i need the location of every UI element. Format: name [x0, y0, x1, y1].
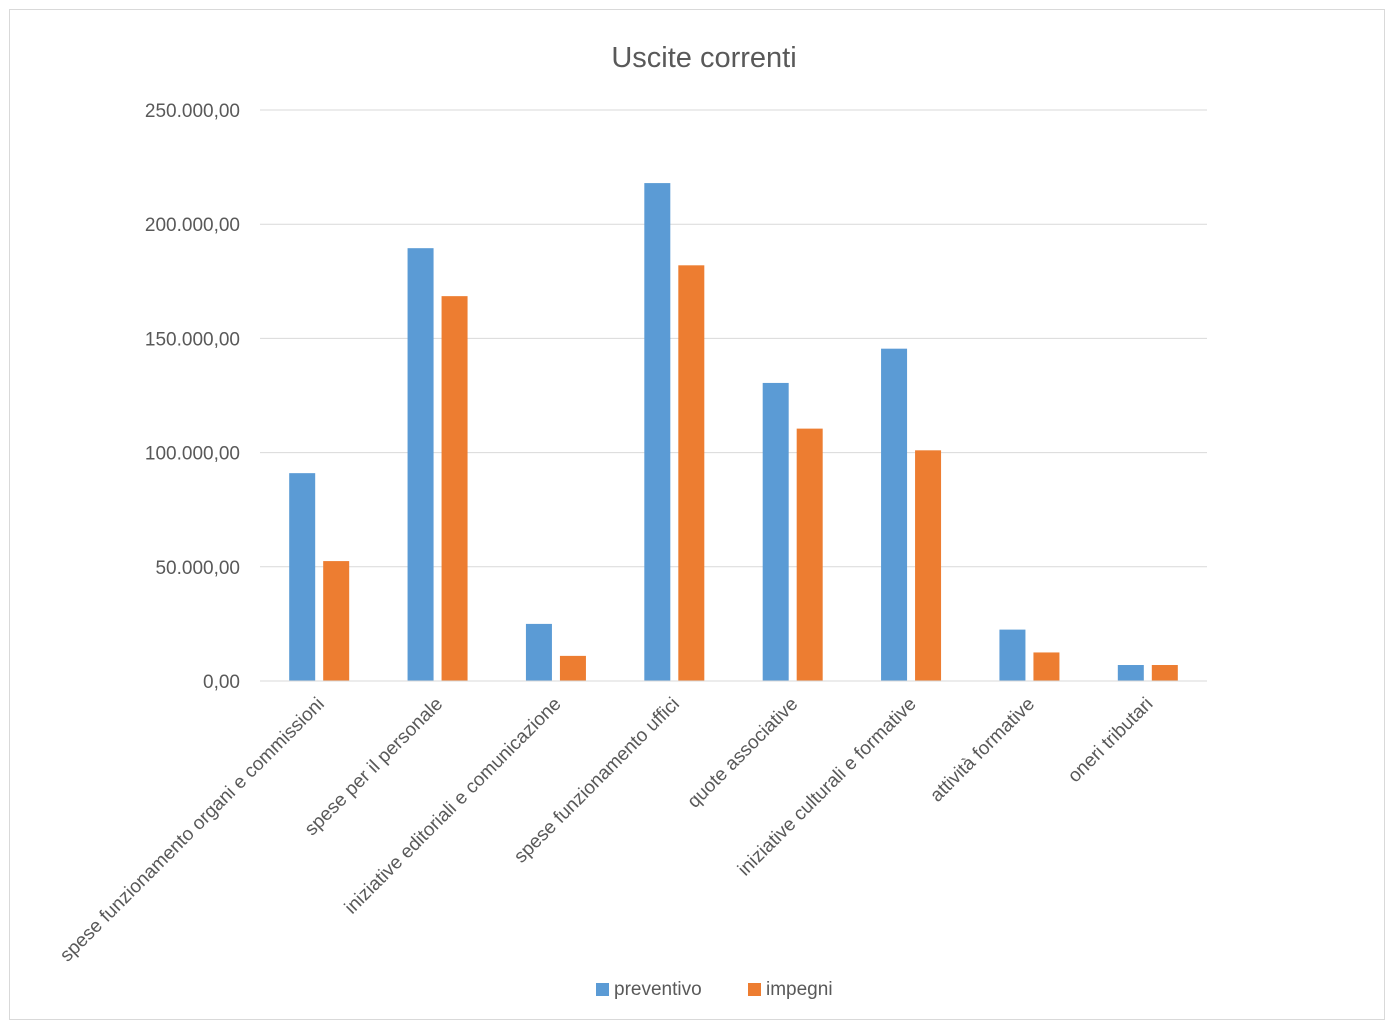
bar-impegni: [796, 428, 823, 681]
bar-impegni: [1151, 665, 1178, 681]
bar-preventivo: [525, 623, 552, 681]
y-tick-label: 250.000,00: [145, 101, 240, 122]
bar-preventivo: [407, 248, 434, 681]
y-tick-label: 200.000,00: [145, 215, 240, 236]
x-category-label: oneri tributari: [1064, 694, 1157, 787]
bar-preventivo: [881, 348, 908, 681]
bar-preventivo: [999, 629, 1026, 681]
bars: [289, 183, 1178, 681]
y-tick-label: 100.000,00: [145, 444, 240, 465]
y-tick-label: 50.000,00: [155, 558, 240, 579]
legend-swatch-impegni: [748, 983, 761, 996]
x-category-label: quote associative: [684, 694, 803, 813]
gridlines: [260, 109, 1207, 568]
chart-svg: Uscite correnti 0,00 50.000,00 100.000,00 1…: [56, 42, 1207, 1000]
legend-label: preventivo: [614, 979, 702, 1000]
bar-preventivo: [1117, 665, 1144, 681]
legend-swatch-preventivo: [596, 983, 609, 996]
bar-impegni: [559, 655, 586, 681]
bar-impegni: [915, 450, 942, 681]
bar-impegni: [678, 265, 705, 681]
x-category-label: spese funzionamento organi e commissioni: [56, 694, 328, 966]
y-tick-label: 0,00: [203, 672, 240, 693]
bar-preventivo: [762, 382, 789, 681]
x-category-label: iniziative editoriali e comunicazione: [341, 694, 566, 919]
legend-label: impegni: [766, 979, 833, 1000]
chart-frame: Uscite correnti 0,00 50.000,00 100.000,00 1…: [9, 9, 1385, 1020]
bar-preventivo: [289, 473, 316, 681]
y-axis-tick-labels: 0,00 50.000,00 100.000,00 150.000,00 200.000…: [145, 101, 240, 693]
bar-preventivo: [644, 183, 671, 681]
chart-title: Uscite correnti: [611, 42, 796, 74]
bar-impegni: [441, 296, 468, 681]
y-tick-label: 150.000,00: [145, 329, 240, 350]
x-axis-category-labels: spese funzionamento organi e commissioni…: [56, 694, 1157, 966]
bar-impegni: [1033, 652, 1060, 681]
legend: preventivo impegni: [596, 979, 833, 1000]
x-category-label: attività formative: [926, 694, 1039, 807]
bar-impegni: [323, 561, 350, 681]
